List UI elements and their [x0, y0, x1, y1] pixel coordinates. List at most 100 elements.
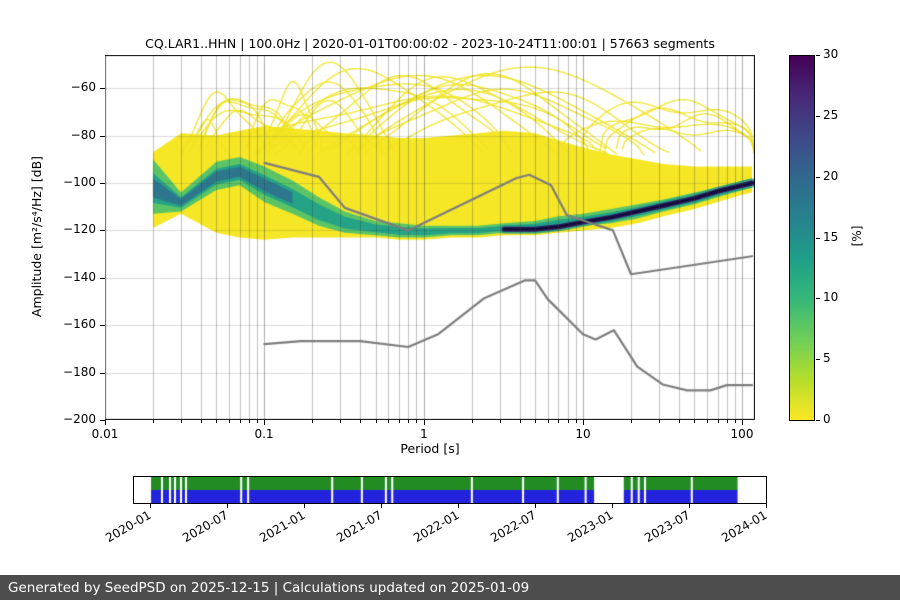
x-minor-tick-mark: [558, 420, 559, 423]
coverage-tick-label: 2023-01: [565, 507, 616, 546]
x-minor-tick-mark: [249, 420, 250, 423]
colorbar-tick-label: 15: [823, 230, 839, 244]
colorbar-tick-mark: [816, 359, 820, 360]
x-minor-tick-mark: [707, 420, 708, 423]
x-minor-tick-mark: [679, 420, 680, 423]
footer-bar: Generated by SeedPSD on 2025-12-15 | Cal…: [0, 575, 900, 600]
y-tick-label: −140: [63, 270, 96, 284]
x-minor-tick-mark: [631, 420, 632, 423]
x-minor-tick-mark: [535, 420, 536, 423]
x-tick-label: 1: [420, 427, 428, 441]
y-tick-label: −120: [63, 222, 96, 236]
x-minor-tick-mark: [694, 420, 695, 423]
x-minor-tick-mark: [472, 420, 473, 423]
x-minor-tick-mark: [416, 420, 417, 423]
coverage-tick-label: 2021-07: [334, 507, 385, 546]
x-minor-tick-mark: [229, 420, 230, 423]
x-tick-mark: [105, 420, 106, 425]
x-minor-tick-mark: [181, 420, 182, 423]
coverage-tick-mark: [150, 504, 151, 508]
y-tick-mark: [100, 183, 105, 184]
y-tick-mark: [100, 278, 105, 279]
x-minor-tick-mark: [408, 420, 409, 423]
x-minor-tick-mark: [201, 420, 202, 423]
coverage-tick-label: 2020-07: [180, 507, 231, 546]
x-minor-tick-mark: [659, 420, 660, 423]
colorbar-tick-mark: [816, 420, 820, 421]
x-minor-tick-mark: [548, 420, 549, 423]
colorbar-gradient: [789, 55, 815, 421]
y-tick-label: −80: [70, 128, 96, 142]
x-minor-tick-mark: [520, 420, 521, 423]
x-axis-label: Period [s]: [400, 441, 460, 456]
y-tick-mark: [100, 325, 105, 326]
coverage-tick-mark: [227, 504, 228, 508]
x-tick-label: 0.1: [254, 427, 274, 441]
y-tick-label: −100: [63, 175, 96, 189]
coverage-tick-mark: [689, 504, 690, 508]
coverage-tick-label: 2023-07: [642, 507, 693, 546]
plot-title: CQ.LAR1..HHN | 100.0Hz | 2020-01-01T00:0…: [145, 36, 715, 51]
colorbar-tick-label: 25: [823, 108, 839, 122]
coverage-tick-label: 2022-07: [488, 507, 539, 546]
coverage-tick-label: 2024-01: [719, 507, 770, 546]
x-tick-label: 0.01: [91, 427, 119, 441]
x-minor-tick-mark: [376, 420, 377, 423]
coverage-tick-label: 2020-01: [103, 507, 154, 546]
y-tick-mark: [100, 136, 105, 137]
colorbar-tick-mark: [816, 298, 820, 299]
x-tick-mark: [264, 420, 265, 425]
y-tick-mark: [100, 420, 105, 421]
colorbar-label: [%]: [850, 225, 864, 247]
y-axis-label: Amplitude [m²/s⁴/Hz] [dB]: [29, 155, 44, 318]
colorbar-tick-mark: [816, 55, 820, 56]
coverage-tick-mark: [381, 504, 382, 508]
x-minor-tick-mark: [735, 420, 736, 423]
x-minor-tick-mark: [718, 420, 719, 423]
ppsd-plot-canvas: [105, 55, 755, 420]
x-tick-mark: [424, 420, 425, 425]
colorbar-tick-mark: [816, 116, 820, 117]
x-minor-tick-mark: [153, 420, 154, 423]
y-tick-label: −180: [63, 365, 96, 379]
y-tick-mark: [100, 88, 105, 89]
x-minor-tick-mark: [216, 420, 217, 423]
coverage-tick-mark: [766, 504, 767, 508]
x-tick-label: 100: [730, 427, 754, 441]
coverage-timeline-canvas: [133, 476, 767, 504]
colorbar-tick-mark: [816, 177, 820, 178]
coverage-tick-mark: [304, 504, 305, 508]
y-tick-label: −60: [70, 80, 96, 94]
x-minor-tick-mark: [727, 420, 728, 423]
colorbar-tick-label: 30: [823, 47, 839, 61]
y-tick-mark: [100, 230, 105, 231]
x-minor-tick-mark: [240, 420, 241, 423]
footer-text: Generated by SeedPSD on 2025-12-15 | Cal…: [8, 579, 530, 596]
colorbar-tick-label: 0: [823, 412, 831, 426]
x-minor-tick-mark: [576, 420, 577, 423]
y-tick-mark: [100, 373, 105, 374]
x-minor-tick-mark: [312, 420, 313, 423]
coverage-tick-label: 2021-01: [257, 507, 308, 546]
colorbar-tick-mark: [816, 238, 820, 239]
x-tick-mark: [583, 420, 584, 425]
y-tick-label: −200: [63, 412, 96, 426]
coverage-tick-label: 2022-01: [411, 507, 462, 546]
coverage-tick-mark: [535, 504, 536, 508]
y-tick-label: −160: [63, 317, 96, 331]
colorbar-tick-label: 20: [823, 169, 839, 183]
coverage-tick-mark: [612, 504, 613, 508]
x-minor-tick-mark: [257, 420, 258, 423]
x-minor-tick-mark: [340, 420, 341, 423]
x-minor-tick-mark: [360, 420, 361, 423]
colorbar-tick-label: 10: [823, 290, 839, 304]
coverage-tick-mark: [458, 504, 459, 508]
x-minor-tick-mark: [388, 420, 389, 423]
x-minor-tick-mark: [500, 420, 501, 423]
colorbar-tick-label: 5: [823, 351, 831, 365]
x-minor-tick-mark: [399, 420, 400, 423]
x-tick-mark: [742, 420, 743, 425]
x-tick-label: 10: [575, 427, 591, 441]
x-minor-tick-mark: [568, 420, 569, 423]
